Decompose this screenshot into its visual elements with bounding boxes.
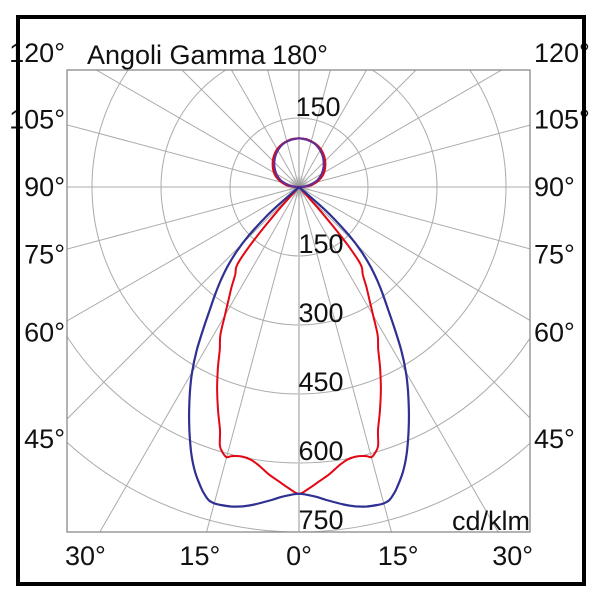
outer-border xyxy=(16,15,586,586)
radial-label-450: 450 xyxy=(298,367,343,397)
radial-label-600: 600 xyxy=(298,436,343,466)
plot-frame xyxy=(66,69,531,533)
axis-labels: 120° 120°105° 105°90° 90°75° 75°60° 60°45° 45°… xyxy=(9,38,590,571)
angle-label-180: 180° xyxy=(272,40,328,70)
intensity-curves xyxy=(187,137,411,508)
angle-label-right-45: 45° xyxy=(534,424,575,454)
angle-label-bottom-0: 0° xyxy=(286,541,312,571)
angle-label-bottom-30: 30° xyxy=(492,541,533,571)
angle-label-right-120: 120° xyxy=(534,38,590,68)
angle-label-left-60: 60° xyxy=(24,317,65,347)
angle-label-left-45: 45° xyxy=(24,424,65,454)
radial-label-150: 150 xyxy=(298,229,343,259)
angle-label-bottom-15: 15° xyxy=(179,541,220,571)
angle-label-right-60: 60° xyxy=(534,317,575,347)
unit-label: cd/klm xyxy=(452,506,530,536)
radial-label-750: 750 xyxy=(298,505,343,535)
angle-label-left-90: 90° xyxy=(24,172,65,202)
angle-label-right-75: 75° xyxy=(534,240,575,270)
angle-label-right-90: 90° xyxy=(534,172,575,202)
angle-label-bottom-15: 15° xyxy=(378,541,419,571)
chart-title: Angoli Gamma xyxy=(87,40,267,70)
angle-label-right-105: 105° xyxy=(534,104,590,134)
angle-label-bottom-30: 30° xyxy=(65,541,106,571)
angle-label-left-75: 75° xyxy=(24,240,65,270)
radial-label-300: 300 xyxy=(298,298,343,328)
blue-intensity-curve xyxy=(187,186,411,508)
radial-label-upper-150: 150 xyxy=(295,92,340,122)
